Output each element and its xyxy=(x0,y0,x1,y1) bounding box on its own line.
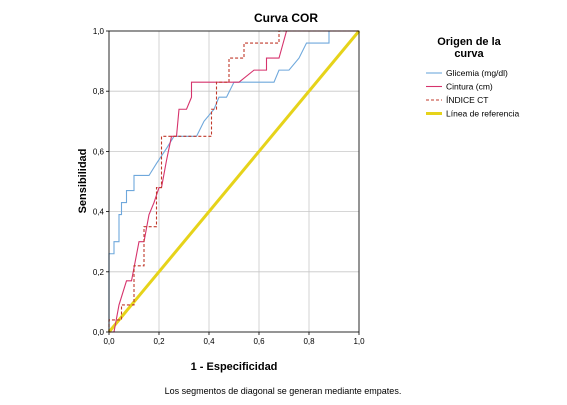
legend-label-glicemia-mg-dl: Glicemia (mg/dl) xyxy=(446,68,508,78)
x-tick-label: 0,6 xyxy=(253,337,265,346)
y-tick-label: 0,8 xyxy=(93,87,105,96)
y-tick-label: 0,0 xyxy=(93,328,105,337)
plot-area xyxy=(107,30,361,333)
series-line-indice-ct xyxy=(108,30,359,332)
chart-title: Curva COR xyxy=(254,11,318,25)
y-axis-label: Sensibilidad xyxy=(77,149,89,214)
y-tick-label: 0,4 xyxy=(93,208,105,217)
legend-label-indice-ct: ÍNDICE CT xyxy=(446,95,489,105)
y-axis-ticks: 0,0 0,2 0,4 0,6 0,8 1,0 xyxy=(93,27,109,337)
legend-label-linea-de-referencia: Línea de referencia xyxy=(446,109,520,119)
y-tick-label: 0,6 xyxy=(93,147,105,156)
series-line-linea-de-referencia xyxy=(107,30,361,333)
x-tick-label: 0,2 xyxy=(153,337,165,346)
footnote: Los segmentos de diagonal se generan med… xyxy=(165,386,402,396)
y-tick-label: 0,2 xyxy=(93,268,105,277)
x-axis-ticks: 0,0 0,2 0,4 0,6 0,8 1,0 xyxy=(103,332,365,346)
legend-label-cintura-cm: Cintura (cm) xyxy=(446,82,493,92)
plot-frame xyxy=(108,30,360,333)
x-tick-label: 0,0 xyxy=(103,337,115,346)
legend-items: Glicemia (mg/dl) Cintura (cm) ÍNDICE CT Lín… xyxy=(426,68,520,119)
x-axis-label: 1 - Especificidad xyxy=(191,361,278,373)
x-tick-label: 0,8 xyxy=(303,337,315,346)
y-tick-label: 1,0 xyxy=(93,27,105,36)
series-line-cintura-cm xyxy=(109,30,359,333)
series-layer xyxy=(107,30,361,333)
x-tick-label: 0,4 xyxy=(203,337,215,346)
x-tick-label: 1,0 xyxy=(353,337,365,346)
legend: Origen de la curva Glicemia (mg/dl) Cintur… xyxy=(426,36,520,119)
legend-title: Origen de la curva xyxy=(437,36,501,60)
